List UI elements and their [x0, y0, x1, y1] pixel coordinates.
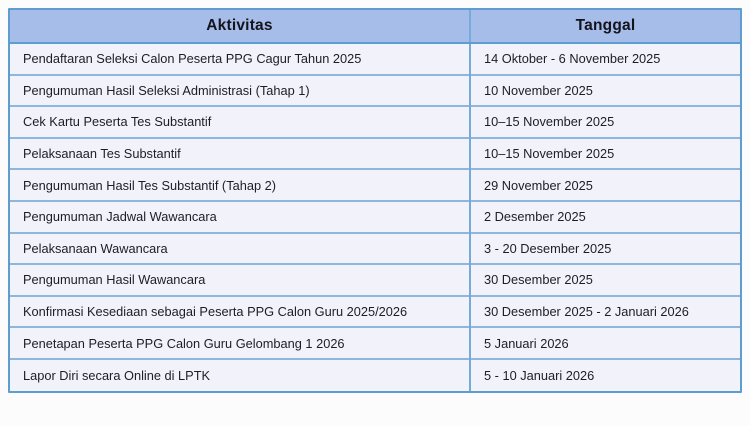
date-cell: 10–15 November 2025 [470, 136, 740, 170]
table-row: Pengumuman Hasil Seleksi Administrasi (T… [10, 73, 740, 107]
activity-cell: Pendaftaran Seleksi Calon Peserta PPG Ca… [10, 43, 471, 75]
date-cell: 30 Desember 2025 [470, 263, 740, 296]
date-cell: 29 November 2025 [470, 168, 740, 201]
column-header-tanggal: Tanggal [470, 10, 740, 44]
table-body: Pendaftaran Seleksi Calon Peserta PPG Ca… [10, 43, 740, 391]
activity-cell: Lapor Diri secara Online di LPTK [10, 357, 471, 391]
activity-cell: Pengumuman Jadwal Wawancara [10, 199, 471, 233]
date-cell: 3 - 20 Desember 2025 [470, 231, 740, 265]
header-row: Aktivitas Tanggal [10, 10, 740, 44]
activity-cell: Penetapan Peserta PPG Calon Guru Gelomba… [10, 326, 471, 359]
date-cell: 2 Desember 2025 [470, 199, 740, 233]
activity-cell: Cek Kartu Peserta Tes Substantif [10, 105, 471, 138]
table-row: Pendaftaran Seleksi Calon Peserta PPG Ca… [10, 43, 740, 75]
table-row: Pelaksanaan Wawancara 3 - 20 Desember 202… [10, 231, 740, 265]
table-row: Lapor Diri secara Online di LPTK 5 - 10 J… [10, 357, 740, 391]
table-row: Pengumuman Hasil Tes Substantif (Tahap 2… [10, 168, 740, 201]
activity-cell: Pengumuman Hasil Tes Substantif (Tahap 2… [10, 168, 471, 201]
activity-cell: Pengumuman Hasil Seleksi Administrasi (T… [10, 73, 471, 107]
table-row: Cek Kartu Peserta Tes Substantif 10–15 No… [10, 105, 740, 138]
page: Aktivitas Tanggal Pendaftaran Seleksi Ca… [8, 8, 742, 393]
schedule-table: Aktivitas Tanggal Pendaftaran Seleksi Ca… [10, 10, 740, 391]
activity-cell: Konfirmasi Kesediaan sebagai Peserta PPG… [10, 294, 471, 328]
activity-cell: Pengumuman Hasil Wawancara [10, 263, 471, 296]
date-cell: 5 Januari 2026 [470, 326, 740, 359]
date-cell: 10 November 2025 [470, 73, 740, 107]
activity-cell: Pelaksanaan Tes Substantif [10, 136, 471, 170]
date-cell: 5 - 10 Januari 2026 [470, 357, 740, 391]
date-cell: 10–15 November 2025 [470, 105, 740, 138]
table-row: Pengumuman Hasil Wawancara 30 Desember 20… [10, 263, 740, 296]
column-header-aktivitas: Aktivitas [10, 10, 471, 44]
table-row: Pengumuman Jadwal Wawancara 2 Desember 20… [10, 199, 740, 233]
table-row: Penetapan Peserta PPG Calon Guru Gelomba… [10, 326, 740, 359]
date-cell: 14 Oktober - 6 November 2025 [470, 43, 740, 75]
date-cell: 30 Desember 2025 - 2 Januari 2026 [470, 294, 740, 328]
schedule-table-container: Aktivitas Tanggal Pendaftaran Seleksi Ca… [8, 8, 742, 393]
table-row: Pelaksanaan Tes Substantif 10–15 November… [10, 136, 740, 170]
table-row: Konfirmasi Kesediaan sebagai Peserta PPG… [10, 294, 740, 328]
activity-cell: Pelaksanaan Wawancara [10, 231, 471, 265]
